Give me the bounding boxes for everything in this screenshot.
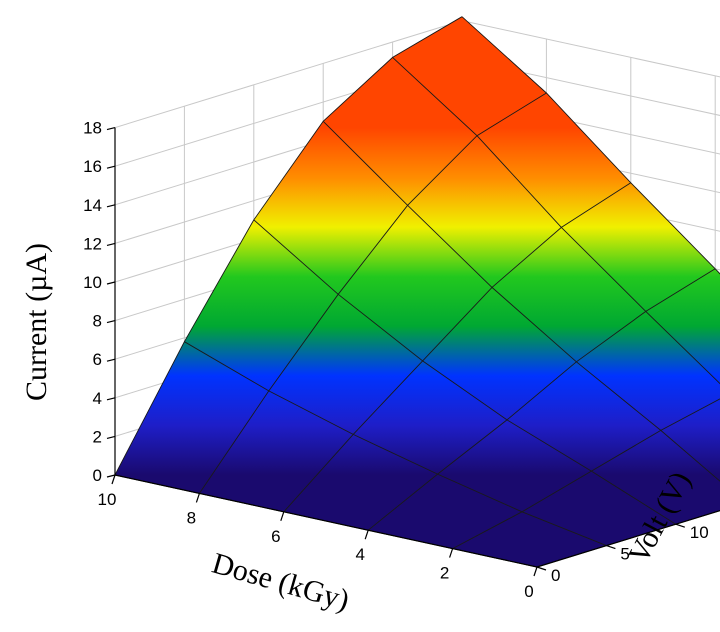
z-tick-mark xyxy=(106,358,116,362)
mesh-line xyxy=(184,341,607,547)
x-tick-mark xyxy=(280,511,285,521)
x-tick-label: 8 xyxy=(187,508,196,527)
x-axis-title: Dose (kGy) xyxy=(208,547,352,618)
mesh-line xyxy=(114,16,463,476)
y-axis-line xyxy=(536,509,720,568)
z-axis-title: Current (µA) xyxy=(20,243,53,401)
z-tick-label: 18 xyxy=(83,119,102,138)
mesh-line xyxy=(367,268,716,531)
z-tick-label: 4 xyxy=(93,389,102,408)
z-tick-mark xyxy=(106,397,116,401)
y-tick-mark xyxy=(606,545,616,550)
x-tick-mark xyxy=(111,474,116,485)
tick-layer: 02468101214161810864200510152025 xyxy=(83,119,709,601)
z-tick-label: 12 xyxy=(83,234,102,253)
z-tick-mark xyxy=(106,474,116,478)
z-tick-label: 0 xyxy=(93,466,102,485)
x-tick-label: 6 xyxy=(271,527,280,546)
mesh-line xyxy=(253,219,677,525)
x-tick-mark xyxy=(449,548,454,558)
mesh-line xyxy=(283,182,632,513)
x-tick-label: 0 xyxy=(524,582,533,601)
z-tick-mark xyxy=(106,320,116,324)
z-tick-mark xyxy=(106,435,116,439)
y-tick-label: 5 xyxy=(620,545,629,564)
mesh-line xyxy=(392,57,720,385)
mesh-line xyxy=(322,120,720,482)
y-tick-mark xyxy=(536,566,547,571)
z-tick-label: 10 xyxy=(83,273,102,292)
mesh-line xyxy=(199,92,547,494)
x-tick-label: 2 xyxy=(440,564,449,583)
z-tick-label: 8 xyxy=(93,312,102,331)
z-tick-mark xyxy=(106,281,116,285)
mesh-line xyxy=(461,16,720,275)
z-tick-mark xyxy=(106,165,116,169)
z-tick-label: 16 xyxy=(83,157,102,176)
x-tick-label: 4 xyxy=(355,545,364,564)
mesh-line xyxy=(452,398,720,549)
z-tick-mark xyxy=(106,242,116,246)
y-tick-label: 0 xyxy=(551,566,560,585)
y-tick-mark xyxy=(675,523,685,528)
x-tick-mark xyxy=(195,493,200,503)
x-tick-mark xyxy=(533,566,538,577)
frame-layer xyxy=(106,127,720,577)
mesh-layer xyxy=(114,16,720,568)
surface-layer xyxy=(114,16,720,568)
z-tick-label: 6 xyxy=(93,350,102,369)
z-tick-label: 2 xyxy=(93,427,102,446)
z-tick-label: 14 xyxy=(83,196,102,215)
x-tick-label: 10 xyxy=(98,490,117,509)
z-tick-mark xyxy=(106,127,116,131)
x-tick-mark xyxy=(364,530,369,540)
x-axis-line xyxy=(114,474,538,568)
y-tick-label: 10 xyxy=(690,523,709,542)
z-tick-mark xyxy=(106,204,116,208)
